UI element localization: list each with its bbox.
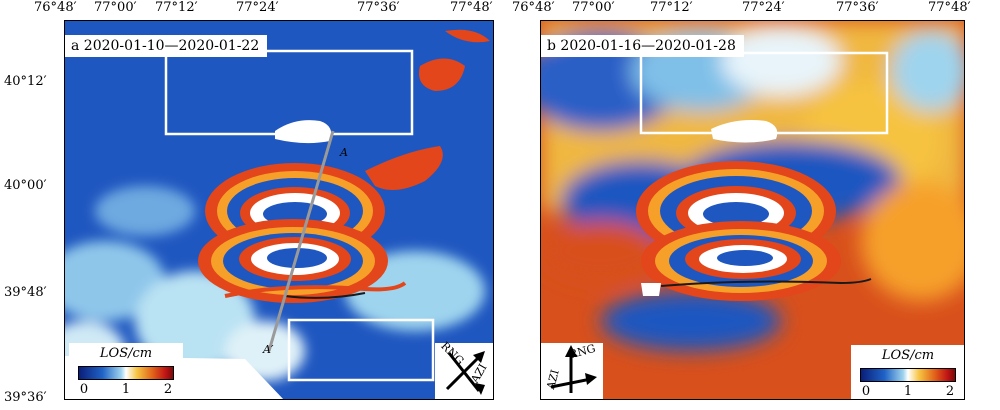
legend-b-tick-0: 0: [861, 384, 871, 399]
legend-b: LOS/cm 0 1 2: [851, 345, 964, 399]
legend-b-colorbar: [860, 368, 956, 382]
legend-a-label: LOS/cm: [99, 346, 153, 361]
legend-a-tick-0: 0: [79, 382, 89, 397]
top-tick-b3: 77°12′: [650, 0, 693, 15]
legend-a: LOS/cm 0 1 2: [69, 343, 183, 399]
legend-b-tick-1: 1: [903, 384, 913, 399]
top-tick-b2: 77°00′: [572, 0, 615, 15]
top-tick-b4: 77°24′: [742, 0, 785, 15]
profile-start-label: A: [340, 146, 348, 159]
legend-a-tick-2: 2: [163, 382, 173, 397]
map-panel-b: b 2020-01-16—2020-01-28 LOS/cm 0 1 2 RNG…: [540, 20, 965, 400]
top-tick-4: 77°24′: [236, 0, 279, 15]
compass-arrows-b-icon: [550, 345, 597, 393]
left-tick-3: 39°48′: [4, 285, 47, 300]
compass-a: RNG AZI: [435, 339, 493, 399]
insar-map-b: [541, 21, 964, 399]
left-tick-1: 40°12′: [4, 74, 47, 89]
top-tick-2: 77°00′: [94, 0, 137, 15]
top-tick-b1: 76°48′: [512, 0, 555, 15]
compass-arrows-icon: [445, 351, 485, 395]
top-tick-3: 77°12′: [155, 0, 198, 15]
top-tick-b6: 77°48′: [928, 0, 971, 15]
legend-b-tick-2: 2: [945, 384, 955, 399]
panel-a-title: a 2020-01-10—2020-01-22: [65, 35, 268, 57]
compass-b: RNG AZI: [541, 342, 603, 399]
top-tick-5: 77°36′: [357, 0, 400, 15]
left-tick-2: 40°00′: [4, 178, 47, 193]
profile-end-label: A′: [263, 343, 274, 356]
legend-b-label: LOS/cm: [881, 348, 935, 363]
map-panel-a: a 2020-01-10—2020-01-22 A A′ LOS/cm 0 1 …: [64, 20, 494, 400]
top-tick-b5: 77°36′: [836, 0, 879, 15]
top-tick-6: 77°48′: [450, 0, 493, 15]
panel-b-title: b 2020-01-16—2020-01-28: [541, 35, 744, 57]
legend-a-tick-1: 1: [121, 382, 131, 397]
top-tick-1: 76°48′: [34, 0, 77, 15]
left-tick-4: 39°36′: [4, 390, 47, 405]
legend-a-colorbar: [78, 366, 174, 380]
